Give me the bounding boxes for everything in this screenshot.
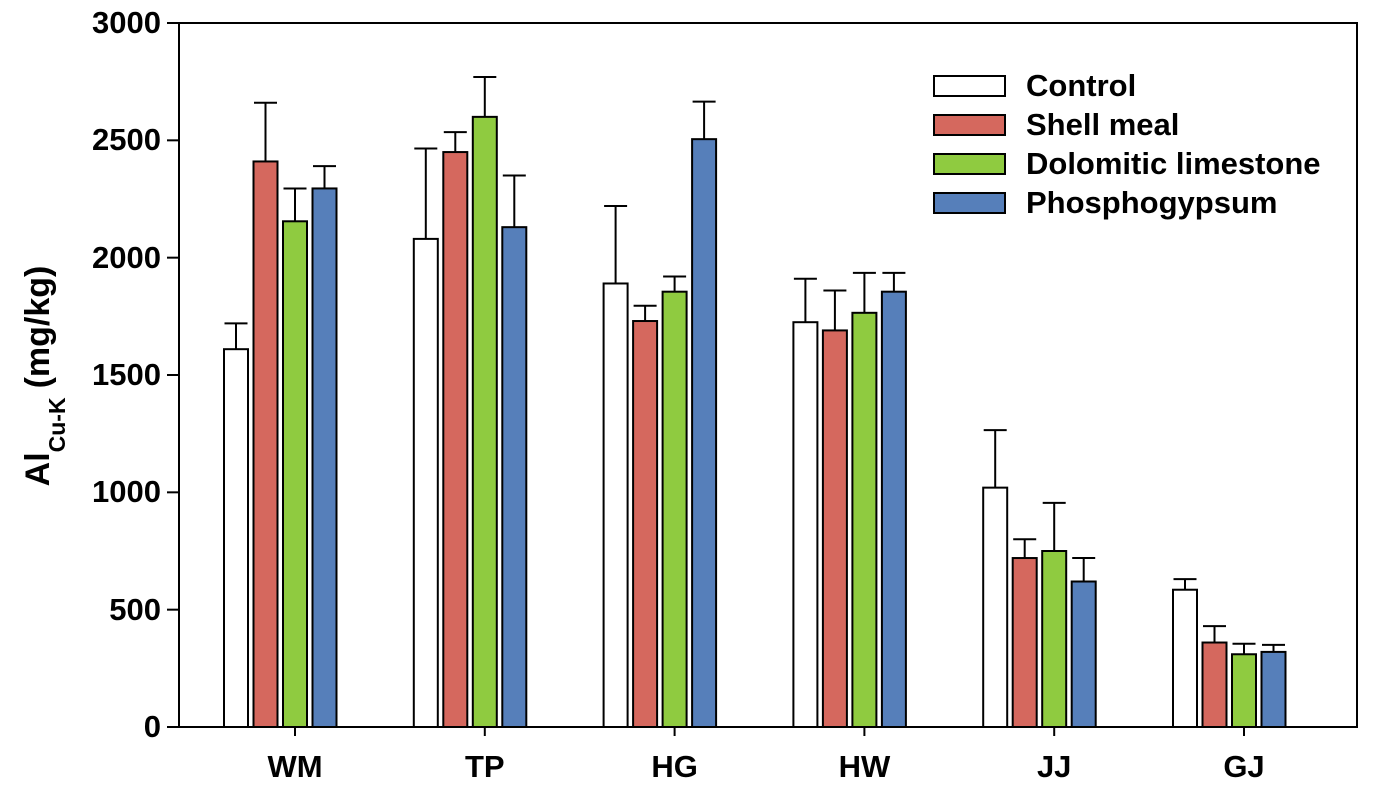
y-tick-label: 2000 — [92, 239, 161, 275]
bar — [471, 115, 498, 729]
y-tick-label: 1500 — [92, 357, 161, 392]
x-category-label: JJ — [1036, 749, 1072, 784]
y-tick-label: 1000 — [92, 474, 161, 510]
bar — [691, 138, 718, 729]
legend-label: Shell meal — [1026, 107, 1180, 142]
legend-label: Dolomitic limestone — [1026, 146, 1321, 181]
legend-item: Phosphogypsum — [933, 183, 1321, 222]
y-axis-title-subscript: Cu-K — [44, 397, 70, 453]
legend-swatch-control — [933, 74, 1006, 97]
bar — [223, 348, 249, 728]
bar — [1011, 557, 1038, 728]
legend-label: Control — [1026, 68, 1137, 103]
bar — [982, 486, 1009, 729]
bar — [602, 282, 629, 728]
bar — [1172, 588, 1198, 728]
y-axis-title: Al Cu-K (mg/kg) — [14, 166, 71, 586]
legend-item: Dolomitic limestone — [933, 144, 1321, 183]
bar — [282, 220, 308, 728]
x-category-label: GJ — [1223, 749, 1265, 784]
legend-swatch-shell-meal — [933, 113, 1006, 136]
legend-swatch-phosphogypsum — [933, 191, 1006, 214]
y-tick-label: 500 — [109, 591, 161, 627]
y-axis-title-unit: (mg/kg) — [18, 265, 57, 389]
legend-label: Phosphogypsum — [1026, 185, 1278, 220]
bar — [412, 237, 439, 728]
x-category-label: TP — [464, 749, 505, 784]
bar — [1201, 641, 1228, 729]
x-category-label: HW — [838, 749, 891, 784]
bar — [501, 226, 528, 728]
x-category-label: HG — [651, 749, 698, 784]
bar — [880, 290, 907, 728]
bar — [311, 187, 338, 728]
legend-swatch-dolomitic-limestone — [933, 152, 1006, 175]
bar — [1260, 650, 1287, 729]
bar — [1070, 580, 1097, 728]
legend-item: Shell meal — [933, 105, 1321, 144]
bar — [1231, 653, 1257, 729]
legend-item: Control — [933, 66, 1321, 105]
bar — [442, 151, 469, 729]
y-axis-title-base: Al — [18, 452, 57, 487]
bar — [1041, 550, 1068, 728]
bar — [851, 311, 878, 728]
bar — [252, 160, 279, 729]
bar — [661, 290, 688, 728]
y-tick-label: 2500 — [92, 122, 161, 158]
x-category-label: WM — [267, 749, 323, 784]
legend: Control Shell meal Dolomitic limestone P… — [933, 66, 1321, 222]
bar — [821, 329, 848, 728]
bar — [632, 320, 659, 728]
bar — [792, 321, 819, 728]
y-tick-label: 3000 — [92, 5, 161, 40]
y-tick-label: 0 — [143, 709, 161, 744]
